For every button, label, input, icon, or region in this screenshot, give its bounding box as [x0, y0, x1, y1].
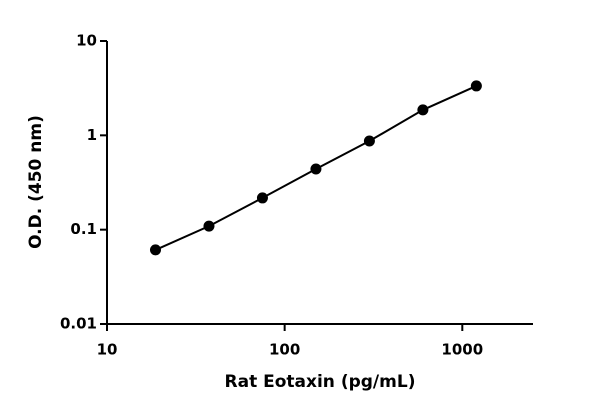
point: [417, 104, 429, 116]
y-tick-label: 1: [87, 126, 97, 144]
point: [310, 163, 322, 175]
x-tick-label: 10: [97, 341, 118, 359]
x-axis-label: Rat Eotaxin (pg/mL): [225, 372, 416, 392]
point: [149, 244, 161, 256]
point: [203, 220, 215, 232]
point: [256, 192, 268, 204]
point: [470, 80, 482, 92]
y-tick-label: 0.1: [70, 220, 97, 238]
y-tick-label: 0.01: [60, 315, 97, 333]
x-tick-label: 1000: [441, 341, 483, 359]
y-axis-label: O.D. (450 nm): [26, 115, 46, 249]
point: [363, 135, 375, 147]
y-tick-label: 10: [76, 32, 97, 50]
x-tick-label: 100: [269, 341, 300, 359]
